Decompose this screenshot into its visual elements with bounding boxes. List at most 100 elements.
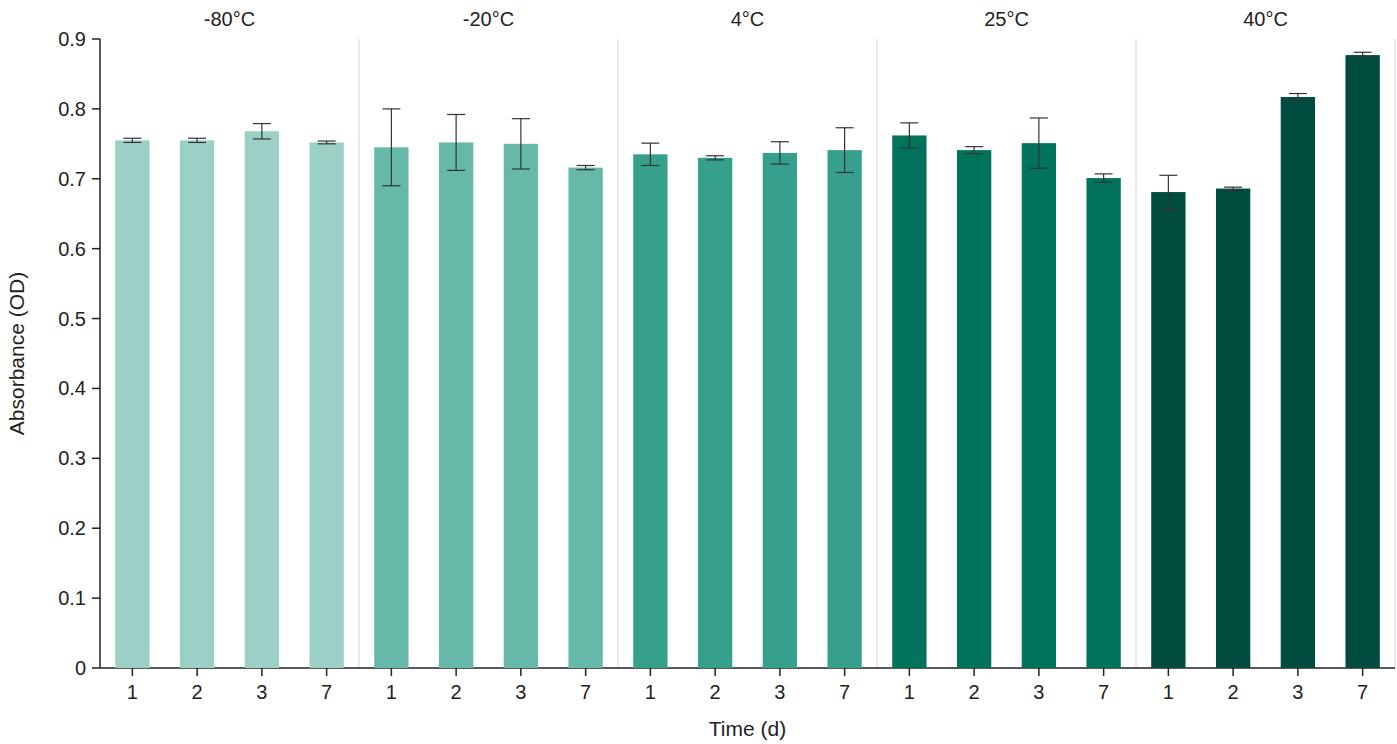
bar xyxy=(698,158,732,668)
error-cap xyxy=(706,155,724,156)
error-bar xyxy=(1289,94,1307,101)
error-cap xyxy=(641,143,659,144)
error-bar xyxy=(706,156,724,160)
x-tick xyxy=(326,668,328,676)
x-tick-label: 3 xyxy=(1033,681,1044,703)
y-tick-label: 0.5 xyxy=(58,308,86,330)
error-cap xyxy=(1030,117,1048,118)
x-tick-label: 1 xyxy=(1163,681,1174,703)
error-cap xyxy=(900,122,918,123)
x-tick xyxy=(585,668,587,676)
bar xyxy=(1151,192,1185,668)
error-cap xyxy=(447,170,465,171)
error-cap xyxy=(900,147,918,148)
error-cap xyxy=(1354,52,1372,53)
bar xyxy=(245,131,279,668)
y-tick xyxy=(92,108,100,110)
error-cap xyxy=(641,165,659,166)
error-stem xyxy=(909,123,910,148)
x-tick-label: 2 xyxy=(1228,681,1239,703)
bar xyxy=(374,147,408,668)
error-bar xyxy=(577,165,595,169)
y-axis xyxy=(99,39,101,668)
panel-separator xyxy=(617,39,619,668)
error-cap xyxy=(771,164,789,165)
bar xyxy=(115,140,149,668)
error-cap xyxy=(1354,57,1372,58)
bar xyxy=(763,153,797,668)
error-cap xyxy=(1289,100,1307,101)
error-bar xyxy=(1095,174,1113,182)
error-stem xyxy=(1362,52,1363,58)
error-stem xyxy=(650,143,651,165)
error-stem xyxy=(1103,174,1104,182)
chart: 00.10.20.30.40.50.60.70.80.9-80°C1237-20… xyxy=(0,0,1397,744)
error-cap xyxy=(965,153,983,154)
error-cap xyxy=(318,143,336,144)
error-cap xyxy=(1159,208,1177,209)
error-cap xyxy=(577,165,595,166)
y-tick xyxy=(92,388,100,390)
y-tick-label: 0.2 xyxy=(58,517,86,539)
error-bar xyxy=(1224,187,1242,190)
x-tick xyxy=(1362,668,1364,676)
y-tick-label: 0.9 xyxy=(58,28,86,50)
error-cap xyxy=(577,169,595,170)
x-tick-label: 3 xyxy=(774,681,785,703)
error-cap xyxy=(706,159,724,160)
error-cap xyxy=(188,142,206,143)
error-stem xyxy=(779,142,780,164)
y-tick-label: 0.3 xyxy=(58,447,86,469)
error-cap xyxy=(836,172,854,173)
y-tick-label: 0.6 xyxy=(58,238,86,260)
x-tick-label: 1 xyxy=(127,681,138,703)
x-tick-label: 2 xyxy=(969,681,980,703)
error-stem xyxy=(1038,118,1039,168)
error-stem xyxy=(456,114,457,170)
bars xyxy=(115,52,1380,668)
x-tick-label: 2 xyxy=(451,681,462,703)
error-stem xyxy=(520,119,521,169)
x-tick-label: 1 xyxy=(904,681,915,703)
error-stem xyxy=(261,124,262,139)
bar xyxy=(1086,178,1120,668)
error-cap xyxy=(123,138,141,139)
x-tick-label: 7 xyxy=(1357,681,1368,703)
x-tick xyxy=(909,668,911,676)
x-tick-label: 2 xyxy=(192,681,203,703)
bar xyxy=(309,142,343,668)
panel-separator xyxy=(876,39,878,668)
x-tick xyxy=(391,668,393,676)
error-stem xyxy=(132,138,133,142)
x-tick xyxy=(261,668,263,676)
error-cap xyxy=(965,146,983,147)
x-tick xyxy=(973,668,975,676)
panel-title: -20°C xyxy=(463,8,514,30)
error-stem xyxy=(974,147,975,154)
y-tick xyxy=(92,178,100,180)
error-bar xyxy=(1030,118,1048,168)
y-axis-label: Absorbance (OD) xyxy=(5,272,28,435)
error-cap xyxy=(1030,168,1048,169)
x-tick-label: 1 xyxy=(386,681,397,703)
bar xyxy=(1216,189,1250,668)
error-bar xyxy=(123,138,141,142)
error-bar xyxy=(188,138,206,142)
error-cap xyxy=(123,142,141,143)
error-bar xyxy=(512,119,530,169)
error-bar xyxy=(900,123,918,148)
y-tick xyxy=(92,527,100,529)
panel-separator xyxy=(1394,39,1396,668)
y-tick xyxy=(92,667,100,669)
y-tick-label: 0.1 xyxy=(58,587,86,609)
x-tick-label: 7 xyxy=(321,681,332,703)
error-bar xyxy=(253,124,271,139)
y-tick-label: 0.8 xyxy=(58,98,86,120)
panel-title: -80°C xyxy=(204,8,255,30)
x-tick xyxy=(1297,668,1299,676)
x-tick-label: 7 xyxy=(1098,681,1109,703)
bar xyxy=(504,144,538,668)
error-bar xyxy=(1159,175,1177,209)
error-cap xyxy=(836,127,854,128)
error-stem xyxy=(197,138,198,142)
